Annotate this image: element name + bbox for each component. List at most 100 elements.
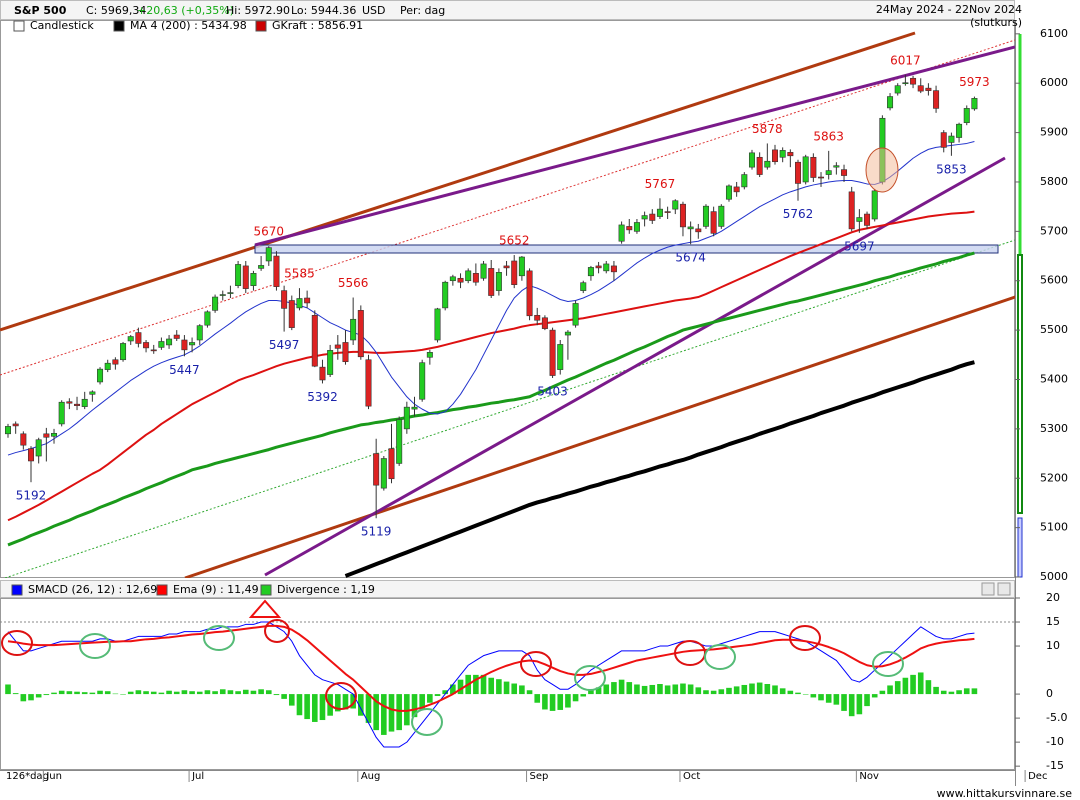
divergence-bar	[963, 688, 970, 695]
x-tick-label: Dec	[1028, 771, 1047, 782]
candle-body	[173, 334, 180, 339]
candle-body	[887, 96, 894, 109]
candle-body	[235, 264, 242, 286]
candle-body	[672, 200, 679, 210]
candle-body	[925, 87, 932, 91]
candle-body	[741, 174, 748, 188]
trough-label: 5497	[269, 338, 300, 352]
divergence-bar	[956, 690, 962, 695]
candle-body	[227, 292, 234, 294]
candle-body	[549, 329, 556, 376]
panel-button[interactable]	[997, 582, 1011, 596]
signal-ellipse	[704, 644, 736, 670]
candle-body	[28, 448, 35, 462]
candle-body	[449, 276, 456, 282]
candle-body	[503, 265, 510, 269]
divergence-bar	[112, 693, 119, 695]
divergence-bar	[28, 694, 34, 701]
candle-body	[956, 123, 963, 138]
candle-body	[419, 362, 426, 400]
candle-body	[20, 433, 27, 446]
divergence-bar	[173, 691, 180, 695]
divergence-bar	[833, 694, 840, 705]
candle-body	[948, 135, 955, 143]
candle-body	[5, 426, 12, 435]
divergence-bar	[250, 690, 257, 695]
header-bar	[0, 0, 1015, 20]
divergence-bar	[450, 684, 456, 695]
divergence-bar	[358, 694, 364, 716]
macd-legend-bar	[0, 580, 1015, 598]
candle-body	[894, 85, 901, 94]
candle-body	[718, 205, 725, 227]
legend-swatch	[13, 20, 25, 32]
divergence-bar	[396, 694, 402, 731]
macd-plot	[0, 621, 1015, 748]
candle-body	[626, 226, 633, 231]
price-frame	[0, 20, 1015, 578]
divergence-bar	[925, 680, 932, 695]
divergence-bar	[288, 694, 295, 706]
candle-body	[810, 156, 817, 178]
candle-body	[273, 255, 280, 287]
divergence-bar	[12, 693, 19, 695]
candle-body	[465, 270, 472, 282]
divergence-bar	[572, 694, 579, 702]
y-tick-label: 20	[1046, 591, 1060, 604]
candle-body	[649, 213, 656, 221]
candle-body	[166, 338, 173, 346]
divergence-bar	[89, 692, 96, 695]
divergence-bar	[411, 694, 418, 718]
divergence-bar	[212, 691, 218, 695]
peak-label: 6017	[890, 53, 921, 67]
divergence-bar	[258, 689, 264, 695]
divergence-bar	[825, 694, 832, 703]
divergence-bar	[74, 691, 80, 695]
divergence-bar	[350, 694, 356, 709]
divergence-bar	[672, 684, 679, 695]
chart-title: S&P 500	[14, 4, 67, 17]
divergence-bar	[135, 690, 142, 695]
candle-body	[58, 401, 65, 425]
candle-body	[66, 401, 73, 404]
divergence-bar	[381, 694, 387, 735]
divergence-bar	[856, 694, 863, 715]
y-tick-label: 5000	[1040, 570, 1068, 583]
candle-body	[702, 205, 709, 227]
highlight-ellipse	[865, 147, 899, 193]
low-price: Lo: 5944.36	[291, 4, 356, 17]
divergence-bar	[703, 690, 709, 695]
divergence-bar	[779, 688, 786, 695]
resistance-band	[254, 244, 999, 254]
peak-label: 5863	[813, 129, 844, 143]
candle-body	[572, 303, 579, 326]
divergence-bar	[296, 694, 303, 716]
candle-body	[181, 339, 188, 351]
candle-body	[488, 268, 495, 296]
trough-label: 5674	[675, 251, 706, 265]
divergence-bar	[20, 694, 27, 702]
divergence-bar	[196, 691, 203, 695]
candle-body	[426, 352, 433, 358]
candle-body	[189, 342, 196, 346]
candle-body	[89, 391, 96, 395]
peak-label: 5652	[499, 234, 530, 248]
candle-body	[610, 265, 617, 273]
candle-body	[764, 160, 771, 168]
divergence-bar	[549, 694, 556, 711]
divergence-bar	[304, 694, 310, 720]
divergence-bar	[342, 694, 349, 710]
candle-body	[864, 213, 871, 226]
price-annotations	[865, 147, 899, 193]
divergence-bar	[373, 694, 379, 731]
divergence-bar	[542, 694, 548, 710]
divergence-bar	[442, 690, 448, 695]
divergence-bar	[97, 690, 103, 695]
candle-body	[618, 224, 625, 242]
divergence-bar	[404, 694, 410, 726]
divergence-bar	[319, 694, 326, 721]
panel-button[interactable]	[981, 582, 995, 596]
y-tick-label: 5800	[1040, 175, 1068, 188]
candle-body	[902, 82, 909, 85]
candle-body	[434, 308, 441, 341]
